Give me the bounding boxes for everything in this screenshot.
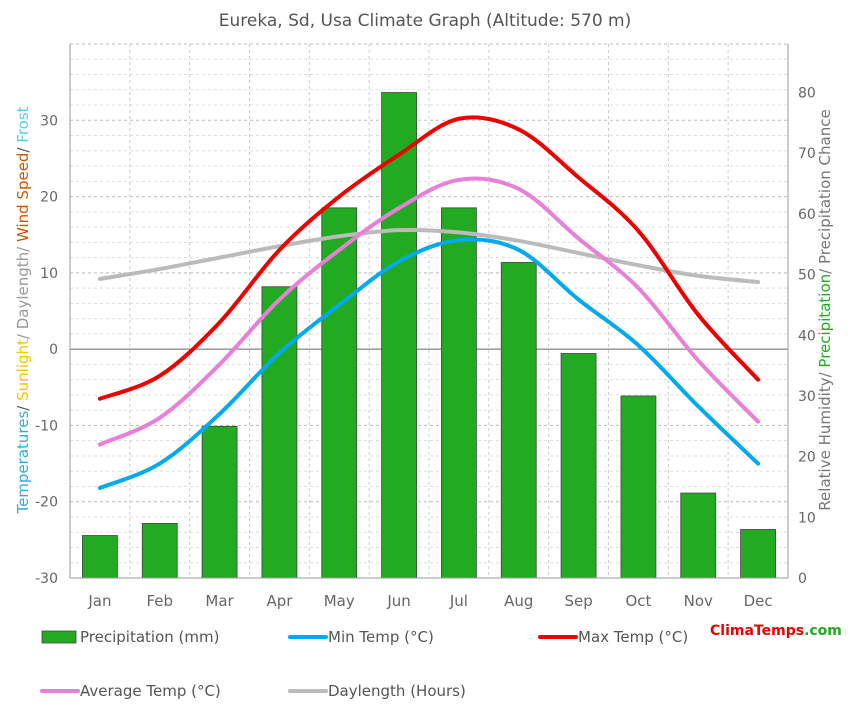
legend-label: Min Temp (°C) [328,628,434,646]
right-axis-label: Relative Humidity/ Precipitation/ Precip… [816,109,834,510]
left-tick-label: 10 [40,266,58,282]
x-tick-label-sep: Sep [564,592,592,610]
precipitation-bar-nov [680,492,717,579]
right-tick-label: 10 [798,510,816,526]
x-tick-label-nov: Nov [684,592,713,610]
right-tick-label: 70 [798,146,816,162]
x-tick-label-apr: Apr [266,592,293,610]
right-tick-label: 80 [798,86,816,102]
left-tick-label: 20 [40,190,58,206]
climatemps-logo[interactable]: ClimaTemps.com [710,623,842,639]
legend: Precipitation (mm) Min Temp (°C) Max Temp … [40,628,688,700]
legend-item-average-temp-c: Average Temp (°C) [40,682,221,700]
legend-item-daylength-hours: Daylength (Hours) [288,682,466,700]
precipitation-bar-mar [201,425,238,579]
precipitation-bar-jan [82,535,118,579]
precipitation-bar-oct [620,395,657,579]
x-tick-label-jun: Jun [386,592,410,610]
axis-label-part: Frost [14,106,32,142]
precipitation-bar-dec [740,529,776,579]
left-tick-label: -30 [35,571,58,587]
right-tick-label: 0 [798,571,807,587]
x-tick-label-oct: Oct [625,592,651,610]
precipitation-bar-jul [441,207,477,579]
legend-swatch [41,630,77,644]
left-axis-label: Temperatures/ Sunlight/ Daylength/ Wind … [14,106,32,514]
max-temp-c-line [97,115,761,401]
precipitation-bar-feb [141,522,178,579]
x-tick-label-may: May [324,592,355,610]
x-tick-label-jul: Jul [449,592,468,610]
precipitation-bars [82,92,776,579]
legend-label: Average Temp (°C) [80,682,221,700]
left-tick-label: -20 [35,495,58,511]
legend-label: Precipitation (mm) [80,628,219,646]
precipitation-bar-sep [560,353,597,579]
chart-title: Eureka, Sd, Usa Climate Graph (Altitude:… [219,11,631,31]
axis-label-part: Sunlight [14,339,32,401]
left-tick-label: 0 [49,342,58,358]
axis-label-part: Relative Humidity/ [816,368,834,511]
axis-label-part: Precipitation [816,274,834,368]
precipitation-bar-jun [381,92,417,579]
x-tick-label-dec: Dec [744,592,773,610]
daylength-hours-line [97,227,761,285]
x-tick-label-feb: Feb [146,592,173,610]
precipitation-bar-may [321,207,358,579]
logo-part-temps: Temps [754,623,804,639]
axis-label-part: / [14,401,32,411]
right-tick-label: 30 [798,389,816,405]
axis-label-part: / Daylength/ [14,242,32,339]
right-tick-label: 20 [798,450,816,466]
min-temp-c-line [97,237,761,490]
axes: -30 -20 -10 0 10 20 30 0 10 20 30 40 50 60 70 80 Jan Feb M… [35,44,816,610]
temperature-lines [97,115,761,490]
logo-part-com: .com [804,623,842,639]
legend-item-min-temp-c: Min Temp (°C) [288,628,434,646]
average-temp-c-line [97,176,761,447]
x-tick-label-aug: Aug [504,592,533,610]
left-tick-label: -10 [35,418,58,434]
axis-label-part: / [14,143,32,153]
axis-label-part: Temperatures [14,411,32,515]
axis-label-part: Wind Speed [14,153,32,243]
axis-label-part: / Precipitation Chance [816,109,834,274]
legend-item-max-temp-c: Max Temp (°C) [538,628,688,646]
precipitation-bar-apr [261,286,298,579]
right-tick-label: 40 [798,328,816,344]
right-tick-label: 50 [798,268,816,284]
legend-label: Daylength (Hours) [328,682,466,700]
grid [69,43,789,579]
right-tick-label: 60 [798,207,816,223]
left-tick-label: 30 [40,113,58,129]
logo-part-clima: Clima [710,623,754,639]
precipitation-bar-aug [500,262,537,579]
legend-item-precipitation-mm: Precipitation (mm) [41,628,219,646]
x-tick-label-jan: Jan [87,592,111,610]
x-tick-label-mar: Mar [205,592,234,610]
legend-label: Max Temp (°C) [578,628,688,646]
